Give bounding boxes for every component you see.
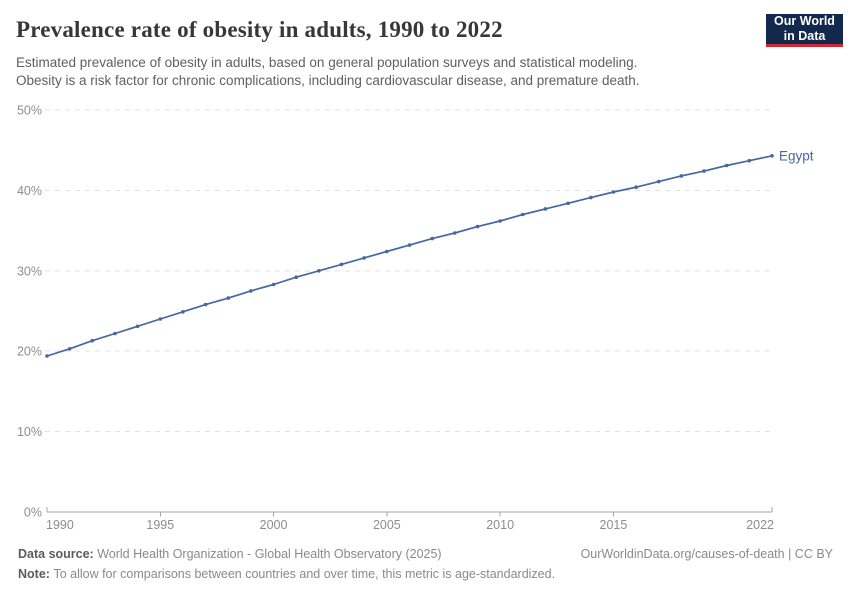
chart-subtitle: Estimated prevalence of obesity in adult… (16, 54, 756, 89)
y-axis-label: 40% (17, 184, 42, 198)
chart-header: Prevalence rate of obesity in adults, 19… (16, 16, 756, 89)
data-point-marker (339, 262, 344, 267)
data-point-marker (45, 354, 49, 358)
data-point-marker (521, 212, 525, 217)
data-point-marker (90, 338, 95, 343)
y-axis-label: 10% (17, 425, 42, 439)
data-point-marker (317, 269, 321, 273)
data-point-marker (453, 231, 457, 235)
subtitle-line-1: Estimated prevalence of obesity in adult… (16, 55, 638, 70)
data-point-marker (113, 331, 117, 336)
x-axis-label: 2000 (260, 518, 288, 532)
x-axis-label: 2022 (746, 518, 774, 532)
note-text: To allow for comparisons between countri… (53, 567, 556, 581)
y-axis-label: 0% (24, 506, 42, 520)
data-point-marker (181, 310, 185, 314)
egypt-trend-line (46, 154, 773, 357)
x-axis-label: 2005 (373, 518, 401, 532)
data-point-marker (430, 236, 435, 241)
chart-title: Prevalence rate of obesity in adults, 19… (16, 17, 503, 42)
note-label: Note: (18, 567, 50, 581)
x-axis-label: 2015 (600, 518, 628, 532)
subtitle-line-2: Obesity is a risk factor for chronic com… (16, 72, 640, 88)
data-point-marker (203, 302, 208, 307)
data-point-marker (770, 154, 774, 158)
data-point-marker (498, 219, 502, 223)
data-point-marker (226, 296, 231, 300)
data-point-marker (271, 282, 276, 287)
data-source: Data source: World Health Organization -… (18, 544, 442, 564)
data-point-marker (634, 185, 638, 189)
data-point-marker (702, 169, 706, 173)
data-point-marker (679, 174, 684, 178)
owid-link[interactable]: OurWorldinData.org/causes-of-death | CC … (580, 547, 833, 561)
data-point-marker (362, 256, 367, 260)
data-point-marker (656, 179, 661, 184)
data-point-marker (385, 249, 389, 254)
data-point-marker (611, 190, 616, 194)
data-source-label: Data source: (18, 547, 94, 561)
chart-footer: Data source: World Health Organization -… (18, 544, 833, 584)
data-point-marker (724, 163, 729, 168)
x-axis-label: 1995 (146, 518, 174, 532)
x-axis-label: 2010 (486, 518, 514, 532)
data-point-marker (158, 317, 163, 321)
data-point-marker (747, 158, 752, 163)
logo-line-1: Our World (774, 14, 835, 28)
data-point-marker (589, 195, 593, 200)
data-point-marker (475, 224, 480, 229)
y-axis-label: 20% (17, 345, 42, 359)
note: Note: To allow for comparisons between c… (18, 564, 833, 584)
data-point-marker (67, 347, 72, 351)
data-point-marker (566, 201, 570, 206)
data-point-marker (294, 275, 299, 280)
data-point-marker (407, 243, 412, 247)
owid-logo[interactable]: Our World in Data (766, 14, 843, 47)
data-point-marker (543, 207, 548, 211)
data-source-text: World Health Organization - Global Healt… (97, 547, 442, 561)
entity-label-egypt: Egypt (779, 148, 814, 163)
x-axis-label: 1990 (46, 518, 74, 532)
data-point-marker (249, 289, 253, 293)
data-point-marker (135, 324, 140, 329)
y-axis-label: 30% (17, 264, 42, 278)
y-axis-label: 50% (17, 104, 42, 118)
logo-line-2: in Data (783, 29, 826, 43)
